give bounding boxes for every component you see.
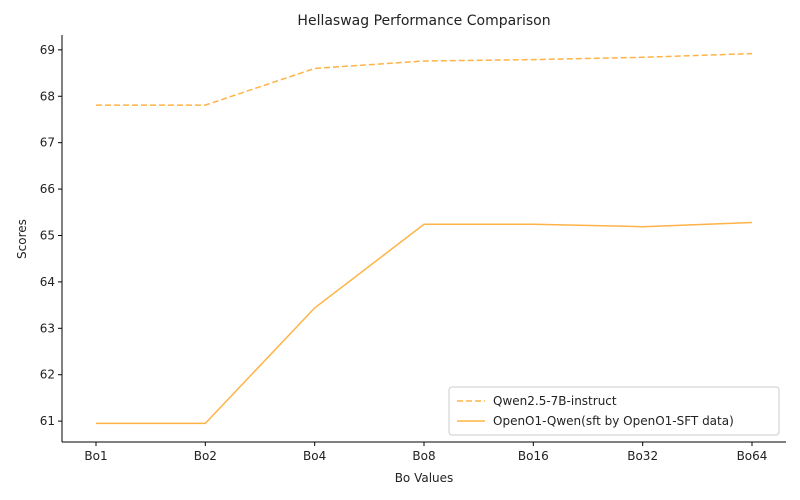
y-tick-label: 63 [40, 321, 55, 335]
y-tick-label: 62 [40, 368, 55, 382]
chart-title: Hellaswag Performance Comparison [297, 13, 550, 29]
y-tick-label: 67 [40, 136, 55, 150]
legend-label-qwen: Qwen2.5-7B-instruct [493, 394, 617, 408]
x-tick-label: Bo16 [518, 449, 549, 463]
y-tick-label: 68 [40, 89, 55, 103]
x-tick-label: Bo64 [737, 449, 768, 463]
y-tick-label: 64 [40, 275, 55, 289]
series-line-0 [96, 52, 753, 106]
series-line-1 [96, 221, 753, 425]
y-tick-label: 65 [40, 228, 55, 242]
y-axis-label: Scores [15, 219, 29, 259]
legend-label-openo1: OpenO1-Qwen(sft by OpenO1-SFT data) [493, 414, 734, 428]
x-tick-label: Bo2 [194, 449, 217, 463]
y-tick-label: 69 [40, 43, 55, 57]
series-layer [96, 52, 753, 425]
x-tick-label: Bo1 [84, 449, 107, 463]
x-axis-label: Bo Values [395, 471, 454, 485]
y-ticks: 61 62 63 64 65 66 67 68 69 [40, 43, 62, 428]
x-ticks: Bo1 Bo2 Bo4 Bo8 Bo16 Bo32 Bo64 [84, 442, 767, 463]
x-tick-label: Bo8 [412, 449, 435, 463]
x-tick-label: Bo4 [303, 449, 326, 463]
legend: Qwen2.5-7B-instruct OpenO1-Qwen(sft by O… [448, 386, 780, 436]
y-tick-label: 66 [40, 182, 55, 196]
legend-box [448, 386, 780, 436]
y-tick-label: 61 [40, 414, 55, 428]
x-tick-label: Bo32 [627, 449, 658, 463]
